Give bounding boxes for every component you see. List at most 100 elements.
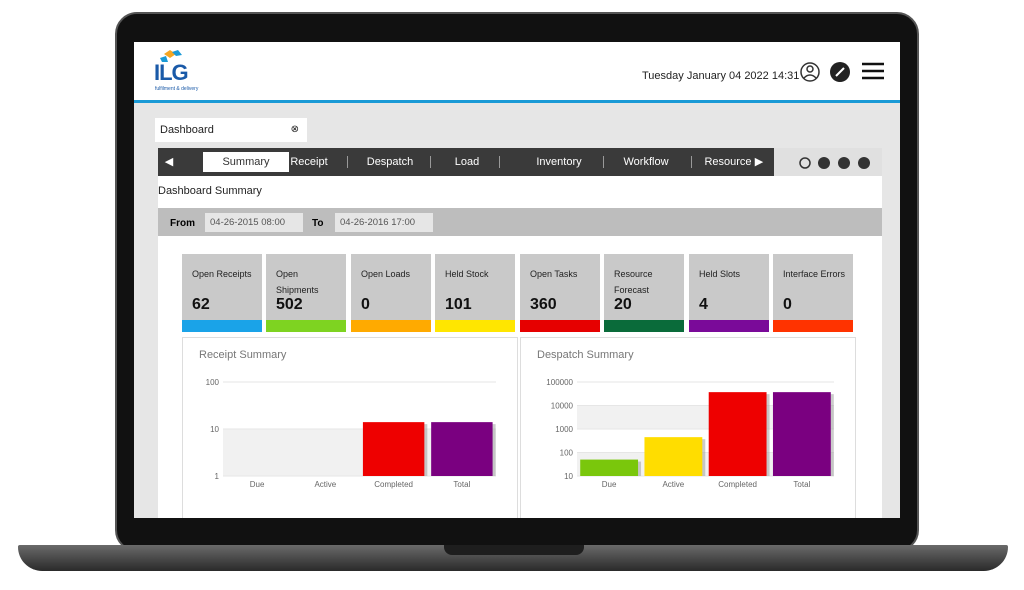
y-tick-label: 10: [564, 472, 573, 481]
user-icon[interactable]: [800, 62, 820, 82]
nav-separator: [603, 156, 604, 168]
screen: ILG fulfilment & delivery Tuesday Januar…: [134, 42, 900, 518]
from-input[interactable]: 04-26-2015 08:00: [205, 213, 303, 232]
page-title: Dashboard Summary: [158, 185, 262, 197]
tile-value: 0: [361, 296, 370, 313]
tile-value: 502: [276, 296, 303, 313]
refresh-icon[interactable]: [799, 157, 811, 169]
nav-item[interactable]: Summary: [203, 152, 289, 172]
tile-label: Open Loads: [361, 269, 411, 279]
y-tick-label: 10000: [551, 402, 574, 411]
bar: [431, 422, 493, 476]
nav-next[interactable]: ▶: [754, 156, 764, 168]
chart: Despatch Summary 10 100 1000 10000 100000 Due A…: [537, 349, 834, 489]
tile-value: 360: [530, 296, 557, 313]
y-tick-label: 10: [210, 425, 219, 434]
tile-stripe: [520, 320, 600, 332]
tile-label: Interface Errors: [783, 269, 846, 279]
chart-title: Despatch Summary: [537, 349, 634, 361]
x-tick-label: Due: [250, 480, 265, 489]
tile-stripe: [689, 320, 769, 332]
y-tick-label: 1: [215, 472, 220, 481]
kpi-tile[interactable]: Open Tasks 360: [520, 254, 600, 332]
tile-label: Open Shipments: [276, 269, 319, 295]
datetime: Tuesday January 04 2022 14:31: [642, 70, 800, 82]
tile-label: Open Receipts: [192, 269, 252, 279]
bar: [708, 392, 767, 476]
bar: [644, 437, 703, 476]
x-tick-label: Active: [662, 480, 684, 489]
tile-stripe: [435, 320, 515, 332]
export-icon[interactable]: [838, 157, 850, 169]
tile-stripe: [266, 320, 346, 332]
x-tick-label: Completed: [374, 480, 413, 489]
tile-stripe: [351, 320, 431, 332]
menu-icon[interactable]: [862, 62, 884, 80]
kpi-tile[interactable]: Open Loads 0: [351, 254, 431, 332]
y-tick-label: 100: [560, 449, 574, 458]
nav-item[interactable]: Resource: [704, 156, 752, 168]
chart: Receipt Summary 1 10 100 Due Active Completed T…: [199, 349, 496, 489]
nav-item[interactable]: Workflow: [623, 156, 669, 168]
nav-separator: [347, 156, 348, 168]
grid-band: [577, 452, 834, 476]
tab-label: Dashboard: [160, 124, 214, 136]
kpi-tile[interactable]: Interface Errors 0: [773, 254, 853, 332]
y-tick-label: 100000: [546, 378, 573, 387]
bar: [580, 459, 639, 476]
tool-icons: [799, 157, 870, 169]
chart-panel: Receipt Summary 1 10 100 Due Active Completed T…: [182, 337, 518, 518]
nav-separator: [430, 156, 431, 168]
tile-stripe: [182, 320, 262, 332]
tile-stripe: [773, 320, 853, 332]
nav-bar: ◀ Summary Receipt Despatch Load Inventory Work…: [158, 148, 800, 176]
tab-close[interactable]: ⊗: [290, 124, 299, 135]
nav-item[interactable]: Inventory: [536, 156, 582, 168]
chart-panel: Despatch Summary 10 100 1000 10000 100000 Due A…: [520, 337, 856, 518]
x-tick-label: Completed: [718, 480, 757, 489]
tile-value: 0: [783, 296, 792, 313]
header-icons: [800, 62, 884, 82]
kpi-tile[interactable]: Open Receipts 62: [182, 254, 262, 332]
chart-title: Receipt Summary: [199, 349, 287, 361]
nav-item[interactable]: Load: [454, 156, 480, 168]
logo-mark: [160, 50, 182, 62]
more-icon[interactable]: [858, 157, 870, 169]
tab[interactable]: Dashboard ⊗: [155, 118, 307, 142]
kpi-tile[interactable]: Open Shipments 502: [266, 254, 346, 332]
grid-band: [577, 405, 834, 429]
nav-item[interactable]: Despatch: [366, 156, 414, 168]
to-input[interactable]: 04-26-2016 17:00: [335, 213, 433, 232]
kpi-tile[interactable]: Held Slots 4: [689, 254, 769, 332]
kpi-tile[interactable]: Held Stock 101: [435, 254, 515, 332]
app-header: [134, 42, 900, 103]
y-tick-label: 1000: [555, 425, 573, 434]
laptop-notch: [444, 545, 584, 555]
settings-icon[interactable]: [830, 62, 850, 82]
tile-value: 101: [445, 296, 472, 313]
logo: ILG: [154, 60, 189, 85]
x-tick-label: Due: [602, 480, 617, 489]
chat-icon[interactable]: [818, 157, 830, 169]
nav-separator: [691, 156, 692, 168]
bar: [362, 422, 425, 476]
bar: [772, 392, 831, 476]
logo-tagline: fulfilment & delivery: [155, 86, 199, 92]
tile-value: 20: [614, 296, 632, 313]
tile-label: Open Tasks: [530, 269, 578, 279]
tile-value: 4: [699, 296, 708, 313]
x-tick-label: Total: [453, 480, 470, 489]
x-tick-label: Active: [314, 480, 336, 489]
tile-stripe: [604, 320, 684, 332]
kpi-tile[interactable]: Resource Forecast 20: [604, 254, 684, 332]
from-label: From: [170, 218, 195, 229]
nav-prev[interactable]: ◀: [164, 156, 174, 168]
tile-label: Held Slots: [699, 269, 741, 279]
nav-separator: [499, 156, 500, 168]
nav-item[interactable]: Receipt: [290, 156, 328, 168]
x-tick-label: Total: [793, 480, 810, 489]
to-label: To: [312, 218, 324, 229]
tile-label: Resource Forecast: [614, 269, 653, 295]
y-tick-label: 100: [206, 378, 220, 387]
